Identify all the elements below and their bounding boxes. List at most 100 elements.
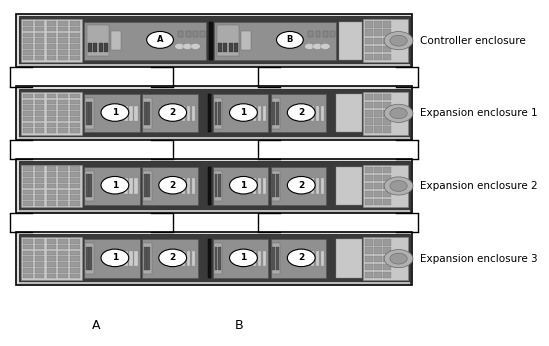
Bar (383, 94, 391, 100)
Bar (70, 172, 80, 177)
Circle shape (287, 176, 315, 194)
Text: Expansion enclosure 2: Expansion enclosure 2 (420, 181, 537, 191)
Bar (70, 56, 80, 60)
Bar (23, 190, 32, 194)
Bar (383, 264, 391, 270)
Bar (70, 94, 80, 98)
Bar (316, 178, 319, 194)
Bar (200, 31, 205, 37)
Bar (35, 274, 44, 278)
Bar (144, 102, 147, 125)
Circle shape (390, 181, 407, 191)
Bar (374, 183, 382, 189)
Bar (214, 21, 337, 60)
Bar (58, 178, 68, 182)
Bar (47, 239, 56, 244)
Bar (374, 118, 382, 125)
Bar (58, 172, 68, 177)
Bar (215, 247, 217, 270)
Bar (374, 247, 382, 254)
Bar (253, 106, 256, 121)
Bar (23, 111, 32, 116)
Bar (23, 251, 32, 255)
Bar (365, 199, 373, 206)
Bar (35, 178, 44, 182)
Text: 2: 2 (170, 108, 176, 117)
Bar (87, 25, 109, 56)
Bar (144, 247, 147, 270)
Bar (58, 184, 68, 188)
Bar (23, 123, 32, 127)
Bar (35, 111, 44, 116)
Bar (272, 171, 280, 201)
Bar (85, 94, 140, 133)
Circle shape (305, 43, 314, 49)
Bar (85, 21, 206, 60)
Bar (193, 31, 198, 37)
Bar (16, 159, 412, 213)
Text: 1: 1 (112, 181, 118, 190)
Bar (374, 256, 382, 262)
Bar (147, 174, 150, 198)
Text: A: A (92, 319, 100, 332)
Bar (383, 247, 391, 254)
Bar (143, 98, 152, 129)
Bar (21, 165, 82, 207)
Bar (258, 251, 261, 266)
Bar (58, 251, 68, 255)
Bar (365, 175, 373, 181)
Bar (85, 239, 140, 278)
Circle shape (159, 104, 187, 121)
Bar (16, 86, 412, 140)
Bar (311, 106, 314, 121)
Bar (58, 201, 68, 206)
Bar (374, 175, 382, 181)
Bar (383, 239, 391, 246)
Bar (374, 272, 382, 278)
Bar (336, 167, 362, 205)
Bar (70, 245, 80, 249)
Bar (47, 256, 56, 261)
Bar (142, 167, 198, 205)
Text: 2: 2 (298, 181, 304, 190)
Bar (47, 262, 56, 267)
Bar (125, 178, 128, 194)
Circle shape (321, 43, 330, 49)
Bar (23, 172, 32, 177)
Bar (365, 183, 373, 189)
Bar (35, 56, 44, 60)
Bar (365, 256, 373, 262)
Bar (58, 262, 68, 267)
Circle shape (101, 249, 129, 267)
Bar (365, 54, 373, 60)
Bar (241, 31, 251, 50)
Bar (147, 247, 150, 270)
Bar (213, 167, 268, 205)
Bar (35, 172, 44, 177)
Bar (35, 256, 44, 261)
Bar (47, 105, 56, 110)
Bar (35, 50, 44, 55)
Bar (130, 106, 133, 121)
Bar (89, 102, 92, 125)
Bar (383, 175, 391, 181)
Bar (271, 94, 326, 133)
Bar (365, 167, 373, 173)
Bar (192, 178, 195, 194)
Bar (276, 247, 278, 270)
Bar (58, 239, 68, 244)
Bar (272, 174, 275, 198)
Bar (70, 251, 80, 255)
Bar (272, 247, 275, 270)
Bar (23, 178, 32, 182)
Bar (47, 195, 56, 200)
Bar (23, 33, 32, 37)
Bar (218, 247, 221, 270)
Bar (47, 44, 56, 49)
Bar (23, 94, 32, 98)
Bar (142, 239, 198, 278)
Bar (135, 178, 138, 194)
Bar (213, 94, 268, 133)
Bar (272, 243, 280, 274)
Bar (23, 117, 32, 121)
